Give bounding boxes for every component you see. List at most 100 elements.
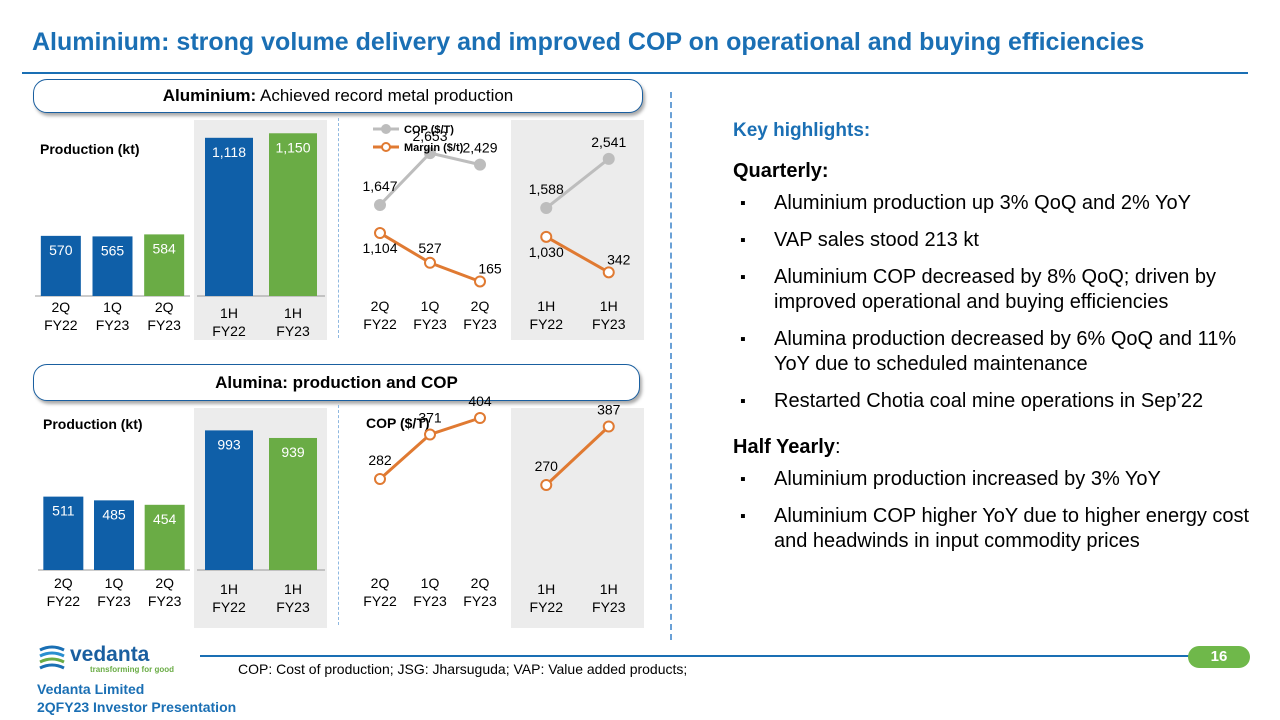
category-label: FY22 — [212, 599, 246, 615]
category-label: FY23 — [147, 317, 181, 333]
half-yearly-item: Aluminium COP higher YoY due to higher e… — [733, 504, 1253, 554]
bar — [94, 500, 134, 570]
chart-separator — [338, 118, 339, 338]
category-label: FY23 — [97, 593, 131, 609]
bar — [40, 235, 81, 296]
category-label: 1H — [220, 305, 238, 321]
bar — [144, 504, 185, 570]
quarterly-item: Alumina production decreased by 6% QoQ a… — [733, 327, 1253, 377]
data-point — [540, 230, 553, 243]
category-label: 2Q — [371, 575, 390, 591]
category-label: FY23 — [413, 593, 447, 609]
data-label: 165 — [478, 260, 502, 276]
category-label: 1H — [220, 581, 238, 597]
category-label: 2Q — [371, 298, 390, 314]
category-label: 1H — [284, 305, 302, 321]
data-label: 387 — [597, 402, 621, 418]
category-label: FY23 — [413, 316, 447, 332]
company-name: Vedanta Limited — [37, 681, 145, 697]
data-label: 2,653 — [412, 128, 447, 144]
presentation-name: 2QFY23 Investor Presentation — [37, 699, 237, 715]
legend-label: Margin ($/t) — [404, 142, 464, 154]
aluminium-section-header: Aluminium: Achieved record metal product… — [33, 79, 643, 113]
series-line — [545, 235, 610, 274]
category-label: 1Q — [105, 575, 124, 591]
data-label: 1,030 — [529, 244, 564, 260]
alumina-production-ylabel: Production (kt) — [43, 416, 143, 432]
data-label: 282 — [368, 452, 392, 468]
bar — [92, 236, 133, 296]
footer-rule — [200, 655, 1190, 657]
category-label: FY22 — [47, 593, 81, 609]
aluminium-header-bold: Aluminium: — [162, 86, 257, 105]
data-point — [424, 147, 436, 160]
title-rule — [22, 72, 1248, 74]
data-label: 404 — [468, 393, 492, 409]
category-label: 1Q — [103, 299, 122, 315]
category-label: 1H — [600, 298, 618, 314]
data-label: 1,104 — [362, 240, 397, 256]
bar — [269, 133, 317, 296]
category-label: FY23 — [463, 316, 497, 332]
category-label: FY23 — [592, 316, 626, 332]
bar-value-label: 565 — [101, 242, 125, 258]
al-production-ylabel: Production (kt) — [40, 141, 140, 157]
bar — [269, 437, 317, 570]
alumina-cop-ylabel: COP ($/T) — [366, 415, 430, 431]
bar-value-label: 570 — [49, 242, 73, 258]
data-label: 1,647 — [362, 178, 397, 194]
key-highlights: Key highlights: Quarterly: Aluminium pro… — [733, 120, 1253, 566]
category-label: FY23 — [148, 593, 182, 609]
al-cop-half-panel — [511, 120, 644, 340]
quarterly-title: Quarterly: — [733, 160, 829, 182]
data-point — [474, 412, 486, 424]
charts-canvas: 570 565 584 2Q FY22 1Q FY23 2Q FY23 1,118 1,150 1H F… — [35, 124, 631, 615]
data-point — [540, 479, 553, 491]
data-point — [474, 275, 486, 288]
category-label: 1H — [537, 581, 555, 597]
quarterly-item: VAP sales stood 213 kt — [733, 228, 1253, 253]
half-yearly-title: Half Yearly: — [733, 436, 1253, 459]
category-label: 2Q — [155, 299, 174, 315]
page-title: Aluminium: strong volume delivery and im… — [32, 28, 1145, 56]
data-label: 527 — [418, 240, 442, 256]
data-point — [602, 420, 615, 433]
data-label: 342 — [607, 251, 631, 267]
data-label: 2,429 — [462, 140, 497, 156]
alumina-header-bold: Alumina: production and COP — [215, 373, 458, 392]
legend-label: COP ($/T) — [404, 124, 454, 136]
key-highlights-title: Key highlights: — [733, 120, 871, 141]
series-line — [545, 157, 610, 210]
category-label: FY22 — [530, 316, 564, 332]
data-point — [540, 202, 553, 215]
company-info: Vedanta Limited 2QFY23 Investor Presenta… — [37, 680, 236, 716]
category-label: FY23 — [96, 317, 130, 333]
bar — [144, 234, 185, 296]
category-label: 1Q — [421, 298, 440, 314]
category-label: 2Q — [155, 575, 174, 591]
data-point — [374, 227, 386, 240]
alumina-cop-half-panel — [511, 408, 644, 628]
legend-marker — [381, 124, 391, 134]
bar-value-label: 939 — [281, 444, 305, 460]
bar-value-label: 511 — [52, 503, 75, 519]
series-line — [545, 425, 610, 487]
data-label: 371 — [418, 410, 442, 426]
half-yearly-title-text: Half Yearly — [733, 436, 835, 458]
data-label: 2,541 — [591, 134, 626, 150]
category-label: 2Q — [471, 298, 490, 314]
bar-value-label: 454 — [153, 511, 177, 527]
quarterly-item: Restarted Chotia coal mine operations in… — [733, 389, 1253, 414]
alumina-section-header: Alumina: production and COP — [33, 364, 640, 401]
category-label: FY23 — [592, 599, 626, 615]
bar-value-label: 485 — [102, 506, 126, 522]
half-yearly-list: Aluminium production increased by 3% YoY… — [733, 467, 1253, 554]
category-label: 1H — [284, 581, 302, 597]
category-label: 2Q — [471, 575, 490, 591]
bar-value-label: 1,150 — [275, 139, 310, 155]
quarterly-item: Aluminium production up 3% QoQ and 2% Yo… — [733, 191, 1253, 216]
category-label: FY22 — [212, 323, 246, 339]
series-line — [379, 416, 481, 481]
bar — [205, 430, 253, 570]
vedanta-logo-mark: vedanta transforming for good — [39, 643, 174, 674]
